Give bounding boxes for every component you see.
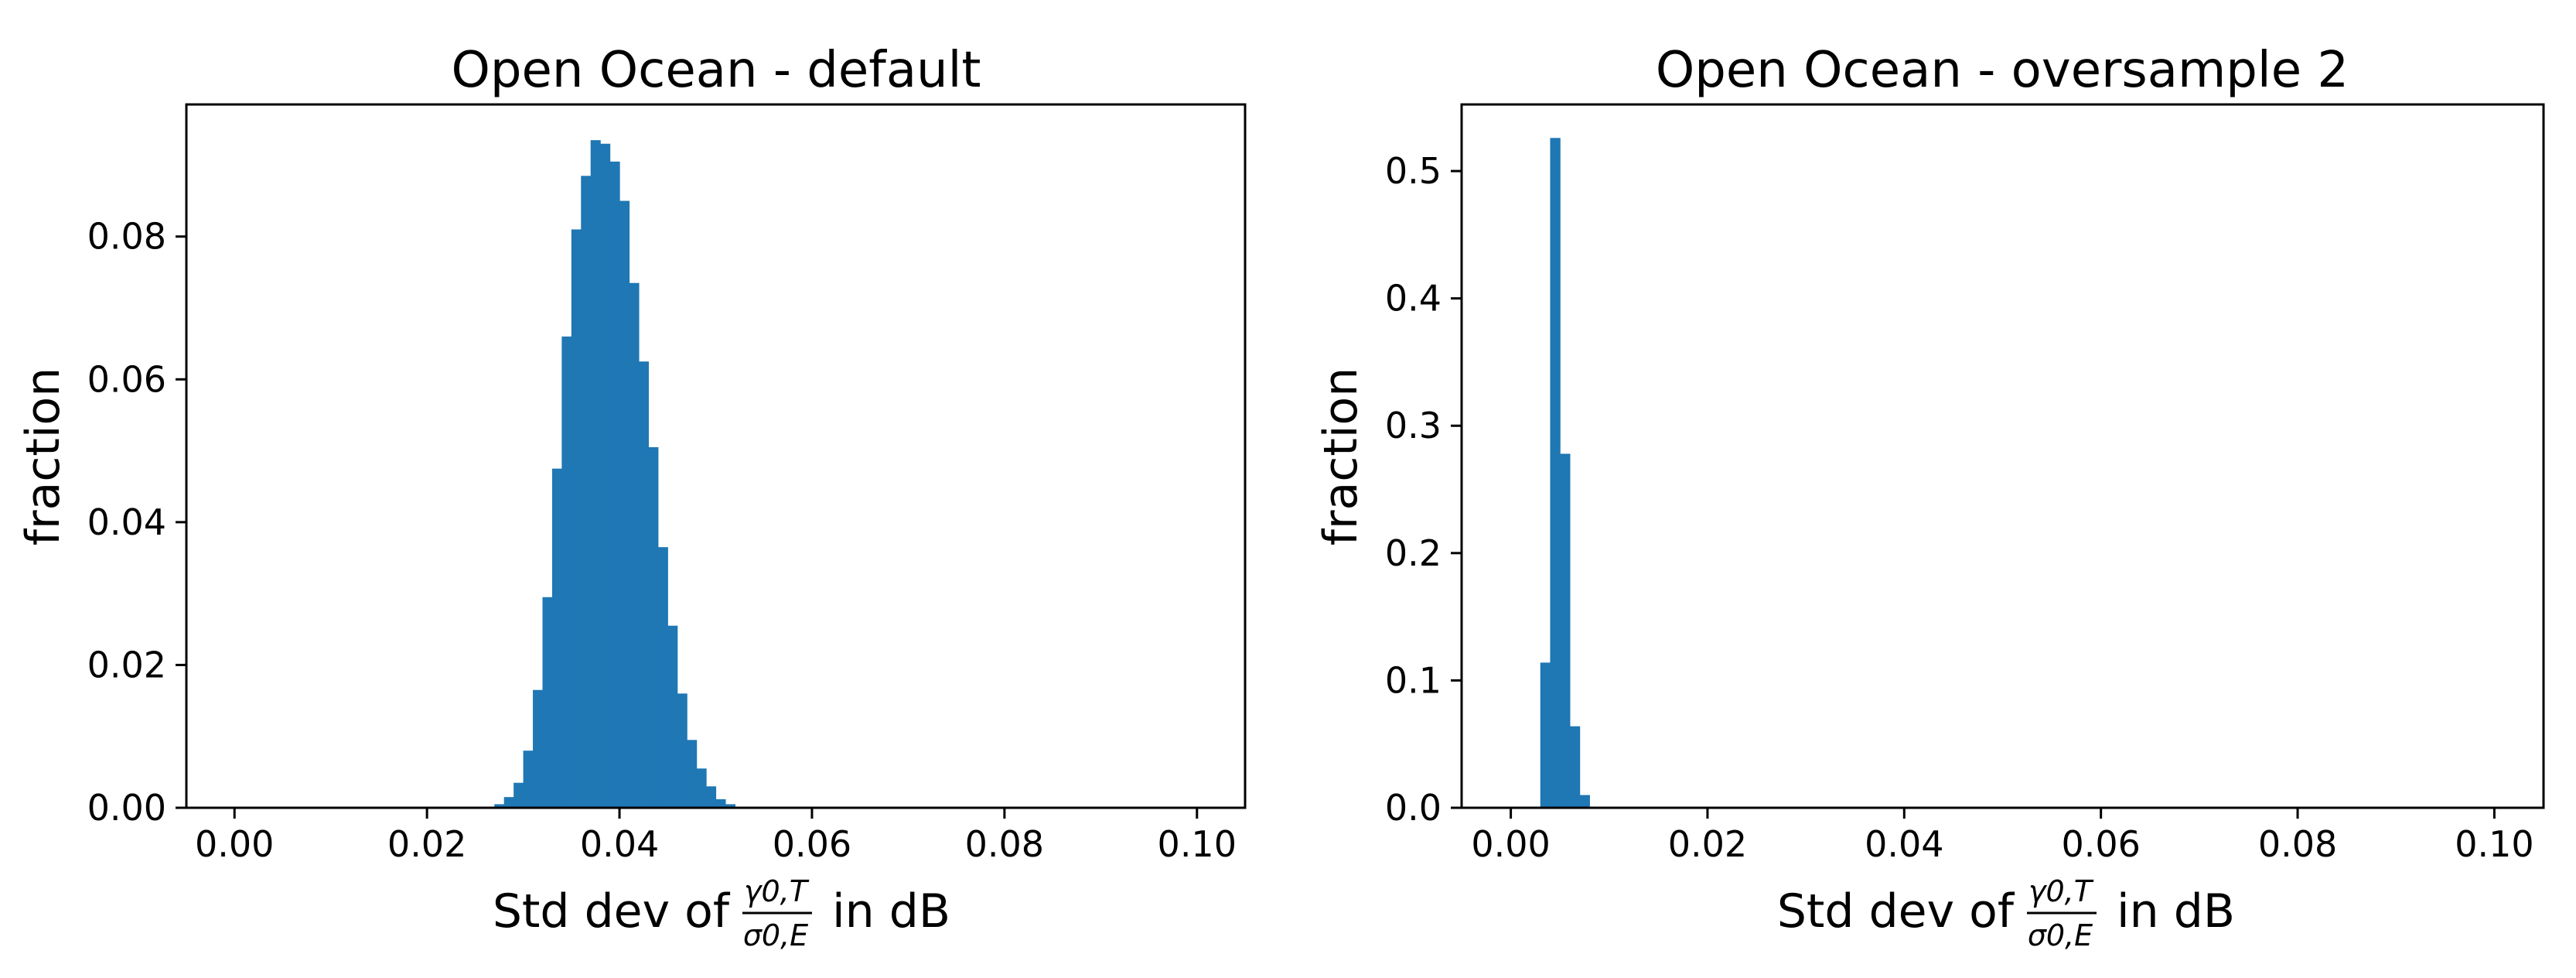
x-tick-label: 0.06 — [773, 823, 851, 865]
histogram-bar — [1560, 453, 1571, 808]
y-tick-label: 0.3 — [1385, 405, 1442, 446]
histogram-bar — [561, 336, 572, 808]
histogram-panel-default: Open Ocean - default 0.00 0.02 0.04 0.06 0.0… — [16, 42, 1247, 952]
chart-title-default: Open Ocean - default — [452, 42, 981, 99]
histogram-bar — [725, 804, 735, 808]
histogram-bar — [523, 751, 534, 808]
x-tick-label: 0.06 — [2061, 823, 2140, 865]
histogram-bar — [1579, 795, 1590, 808]
x-tick-label: 0.08 — [965, 823, 1044, 865]
axes-frame-oversample — [1460, 103, 2545, 809]
histogram-bar — [677, 693, 688, 808]
histogram-bar — [667, 625, 678, 808]
histogram-panel-oversample: Open Ocean - oversample 2 0.00 0.02 0.04 0.… — [1314, 42, 2545, 952]
y-tick-label: 0.04 — [87, 501, 166, 543]
y-tick-label: 0.06 — [87, 358, 166, 400]
histogram-bar — [571, 229, 582, 808]
histogram-bar — [513, 782, 524, 808]
x-axis-label-numerator: γ0,T — [2028, 874, 2094, 908]
histogram-bar — [542, 597, 553, 808]
histogram-bar — [600, 143, 611, 808]
x-tick-label: 0.08 — [2258, 823, 2337, 865]
x-tick-label: 0.04 — [1865, 823, 1943, 865]
x-axis-label-default: Std dev of γ0,T σ0,E in dB — [493, 874, 950, 952]
x-tick-label: 0.00 — [1471, 823, 1550, 865]
x-tick-label: 0.04 — [580, 823, 659, 865]
x-axis-label-oversample: Std dev of γ0,T σ0,E in dB — [1777, 874, 2235, 952]
x-axis-label-prefix: Std dev of — [493, 884, 731, 939]
chart-title-oversample: Open Ocean - oversample 2 — [1656, 42, 2349, 99]
histogram-bar — [503, 797, 514, 808]
histogram-bar — [494, 804, 505, 808]
y-axis-label-default: fraction — [16, 368, 70, 545]
histogram-bar — [609, 161, 620, 808]
x-axis-label-numerator: γ0,T — [744, 874, 810, 908]
y-tick-label: 0.1 — [1385, 659, 1442, 701]
histogram-bar — [590, 140, 601, 808]
y-tick-label: 0.00 — [87, 787, 166, 829]
x-axis-label-denominator: σ0,E — [2028, 918, 2093, 952]
x-tick-label: 0.10 — [2455, 823, 2533, 865]
histogram-bar — [715, 798, 726, 808]
x-tick-label: 0.02 — [1668, 823, 1747, 865]
y-tick-label: 0.4 — [1385, 278, 1442, 320]
histogram-bar — [687, 740, 698, 808]
x-axis-label-prefix: Std dev of — [1777, 884, 2015, 939]
x-tick-label: 0.10 — [1158, 823, 1237, 865]
y-tick-label: 0.08 — [87, 216, 166, 258]
y-tick-label: 0.5 — [1385, 150, 1442, 192]
y-tick-label: 0.02 — [87, 644, 166, 686]
x-tick-label: 0.00 — [195, 823, 274, 865]
histogram-bar — [581, 176, 592, 808]
histogram-bar — [629, 282, 640, 809]
y-tick-label: 0.0 — [1385, 787, 1442, 829]
x-axis-label-suffix: in dB — [2117, 884, 2235, 939]
x-axis-label-suffix: in dB — [832, 884, 950, 939]
histogram-bar — [1540, 662, 1551, 808]
histogram-bar — [706, 786, 717, 808]
axes-frame-default — [185, 103, 1247, 809]
x-tick-label: 0.02 — [387, 823, 466, 865]
histogram-bar — [638, 361, 649, 809]
histogram-bar — [1569, 726, 1581, 808]
plot-area-oversample: 0.00 0.02 0.04 0.06 0.08 0.10 0.0 0.1 0.2 0.3 0.4 0… — [1385, 138, 2534, 865]
histogram-bar — [1550, 138, 1561, 809]
x-axis-label-denominator: σ0,E — [743, 918, 808, 952]
histogram-bar — [648, 446, 659, 808]
histogram-bar — [657, 547, 668, 808]
histogram-bar — [696, 768, 707, 808]
histogram-bar — [551, 468, 562, 808]
y-axis-label-oversample: fraction — [1314, 368, 1368, 545]
y-tick-label: 0.2 — [1385, 532, 1442, 574]
histogram-bar — [619, 200, 630, 809]
histogram-bar — [533, 689, 544, 808]
plot-area-default: 0.00 0.02 0.04 0.06 0.08 0.10 0.00 0.02 0.04 0.06… — [87, 140, 1237, 865]
